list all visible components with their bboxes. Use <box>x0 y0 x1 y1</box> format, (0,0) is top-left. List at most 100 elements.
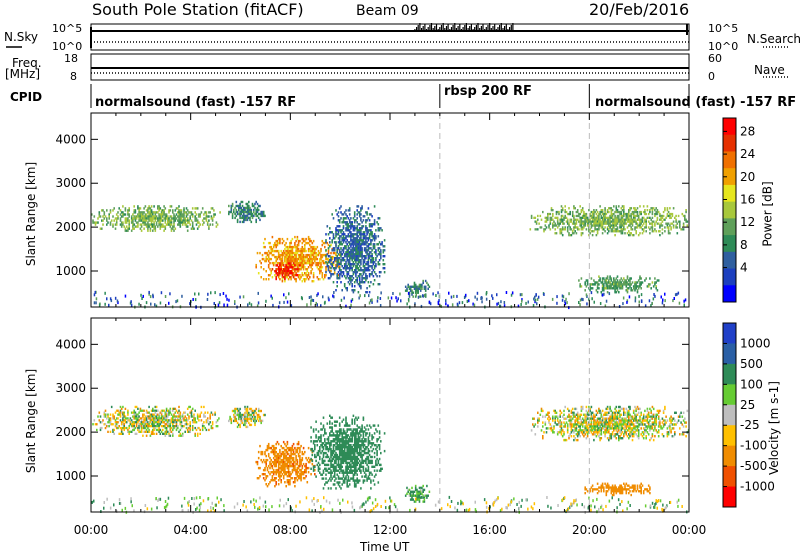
power-cell <box>206 215 209 218</box>
power-cell <box>348 275 351 278</box>
velocity-cell <box>335 420 337 423</box>
power-cell <box>295 247 297 251</box>
power-cell <box>130 221 133 224</box>
velocity-cell <box>180 425 183 428</box>
power-cell <box>299 268 301 271</box>
power-cell <box>145 213 148 216</box>
power-cell <box>331 257 333 261</box>
velocity-cell <box>291 477 294 480</box>
power-cell <box>335 263 337 267</box>
power-cell <box>599 220 601 223</box>
power-cell <box>609 275 611 278</box>
power-cell <box>157 219 159 222</box>
power-cell <box>262 268 265 271</box>
power-cell <box>534 220 537 223</box>
power-cell <box>312 239 315 243</box>
power-cell <box>112 215 114 218</box>
power-cell <box>624 232 626 235</box>
power-cell <box>618 216 620 219</box>
power-cell <box>340 211 342 214</box>
power-cell <box>240 212 243 216</box>
power-cell <box>191 221 194 224</box>
power-noise-cell <box>247 303 249 307</box>
power-cell <box>367 231 370 234</box>
power-cell <box>593 283 595 286</box>
power-cell <box>568 224 570 227</box>
power-noise-cell <box>396 299 398 303</box>
velocity-cell <box>157 413 159 416</box>
velocity-cell <box>98 419 101 422</box>
power-cell <box>337 237 340 240</box>
power-cell <box>257 272 260 275</box>
power-cell <box>375 265 377 268</box>
velocity-cell <box>169 434 172 437</box>
velocity-cell <box>132 428 134 432</box>
velocity-cell <box>175 415 178 418</box>
power-cell <box>291 237 294 241</box>
velocity-cell <box>214 411 216 414</box>
power-cell <box>119 219 122 222</box>
power-cell <box>297 274 300 277</box>
power-cell <box>639 281 641 284</box>
power-cell <box>332 249 335 252</box>
power-cell <box>324 274 326 277</box>
velocity-cell <box>257 415 260 419</box>
power-cell <box>370 281 372 284</box>
velocity-cell <box>183 425 185 428</box>
power-cell <box>360 239 362 242</box>
velocity-cell <box>149 421 152 424</box>
power-cell <box>640 210 642 214</box>
power-cell <box>238 208 240 212</box>
velocity-cell <box>228 419 230 423</box>
power-cell <box>350 267 352 270</box>
power-cell <box>302 278 305 281</box>
power-cell <box>360 209 362 212</box>
velocity-cell <box>124 417 127 420</box>
power-cell <box>427 287 429 290</box>
velocity-cell <box>275 483 277 486</box>
power-noise-cell <box>664 292 666 296</box>
velocity-cell <box>322 455 325 459</box>
power-cell <box>595 216 598 219</box>
power-cell <box>347 255 350 258</box>
power-cell <box>306 259 309 263</box>
power-cell <box>639 277 641 280</box>
power-cell <box>310 249 312 253</box>
velocity-cell <box>160 419 163 422</box>
power-cell <box>593 220 595 223</box>
power-cell <box>350 281 352 284</box>
power-cell <box>255 210 257 214</box>
velocity-cell <box>294 479 296 482</box>
velocity-cell <box>321 449 324 453</box>
velocity-cell <box>128 426 130 430</box>
power-cell <box>659 218 661 221</box>
velocity-cell <box>129 430 132 433</box>
power-cell <box>365 275 367 278</box>
velocity-cell <box>257 466 260 470</box>
power-cell <box>356 279 358 282</box>
power-cell <box>319 257 321 261</box>
power-cell <box>418 285 421 288</box>
velocity-cell <box>295 448 297 452</box>
power-cell <box>152 223 154 226</box>
power-cell <box>606 291 609 294</box>
power-cell <box>335 243 337 246</box>
velocity-cell <box>312 428 315 431</box>
cpid-label: CPID <box>10 90 43 104</box>
power-cell <box>655 220 657 223</box>
power-cell <box>162 211 164 214</box>
power-cell <box>128 209 130 212</box>
velocity-cell <box>286 475 289 478</box>
power-noise-cell <box>424 293 426 297</box>
velocity-cell <box>306 458 309 462</box>
power-cell <box>675 218 677 221</box>
power-cell <box>299 239 301 243</box>
power-cell <box>348 253 351 256</box>
velocity-cell <box>330 455 332 459</box>
power-cell <box>614 210 616 214</box>
power-cell <box>595 218 598 221</box>
velocity-cell <box>162 415 164 418</box>
velocity-cell <box>333 420 336 423</box>
velocity-cell <box>190 413 193 416</box>
velocity-cell <box>123 423 125 426</box>
